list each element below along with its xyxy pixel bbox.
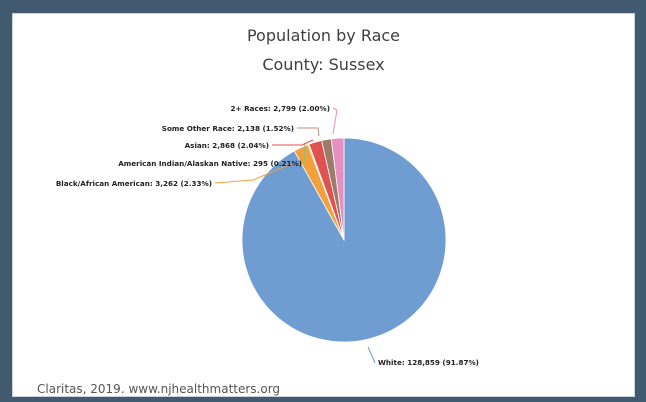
data-label: Black/African American: 3,262 (2.33%) [56,179,212,188]
source-note: Claritas, 2019. www.njhealthmatters.org [37,382,281,396]
leader-line [272,139,314,146]
data-label: Asian: 2,868 (2.04%) [185,141,269,150]
chart-frame: Population by Race County: Sussex White:… [12,13,635,397]
leader-line [332,107,338,135]
leader-line [303,142,306,164]
leader-line [214,163,292,184]
data-label: Some Other Race: 2,138 (1.52%) [162,124,294,133]
chart-title: Population by Race [246,26,401,45]
leader-line [297,127,320,137]
data-label: 2+ Races: 2,799 (2.00%) [231,104,330,113]
leader-line [367,346,376,364]
data-label: American Indian/Alaskan Native: 295 (0.2… [118,159,302,168]
data-label: White: 128,859 (91.87%) [378,358,479,367]
pie-chart: White: 128,859 (91.87%) Black/African Ame… [56,104,479,367]
chart-subtitle: County: Sussex [262,55,385,74]
pie-slice-2-races [330,137,345,241]
